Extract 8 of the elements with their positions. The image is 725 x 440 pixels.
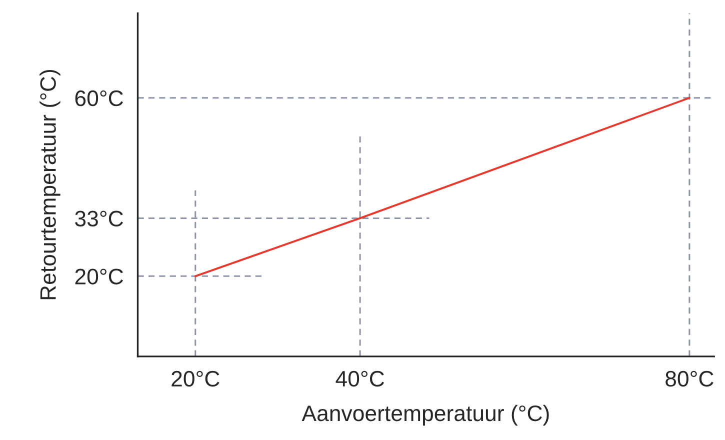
y-tick-label: 20°C	[75, 268, 124, 284]
y-tick-label: 33°C	[75, 210, 124, 226]
y-tick-label: 60°C	[75, 90, 124, 106]
x-axis-title: Aanvoertemperatuur (°C)	[302, 404, 549, 426]
x-tick-label: 40°C	[336, 370, 384, 387]
y-axis-title: Retourtemperatuur (°C)	[40, 70, 60, 300]
x-tick-label: 80°C	[666, 370, 714, 387]
x-tick-label: 20°C	[172, 370, 220, 387]
